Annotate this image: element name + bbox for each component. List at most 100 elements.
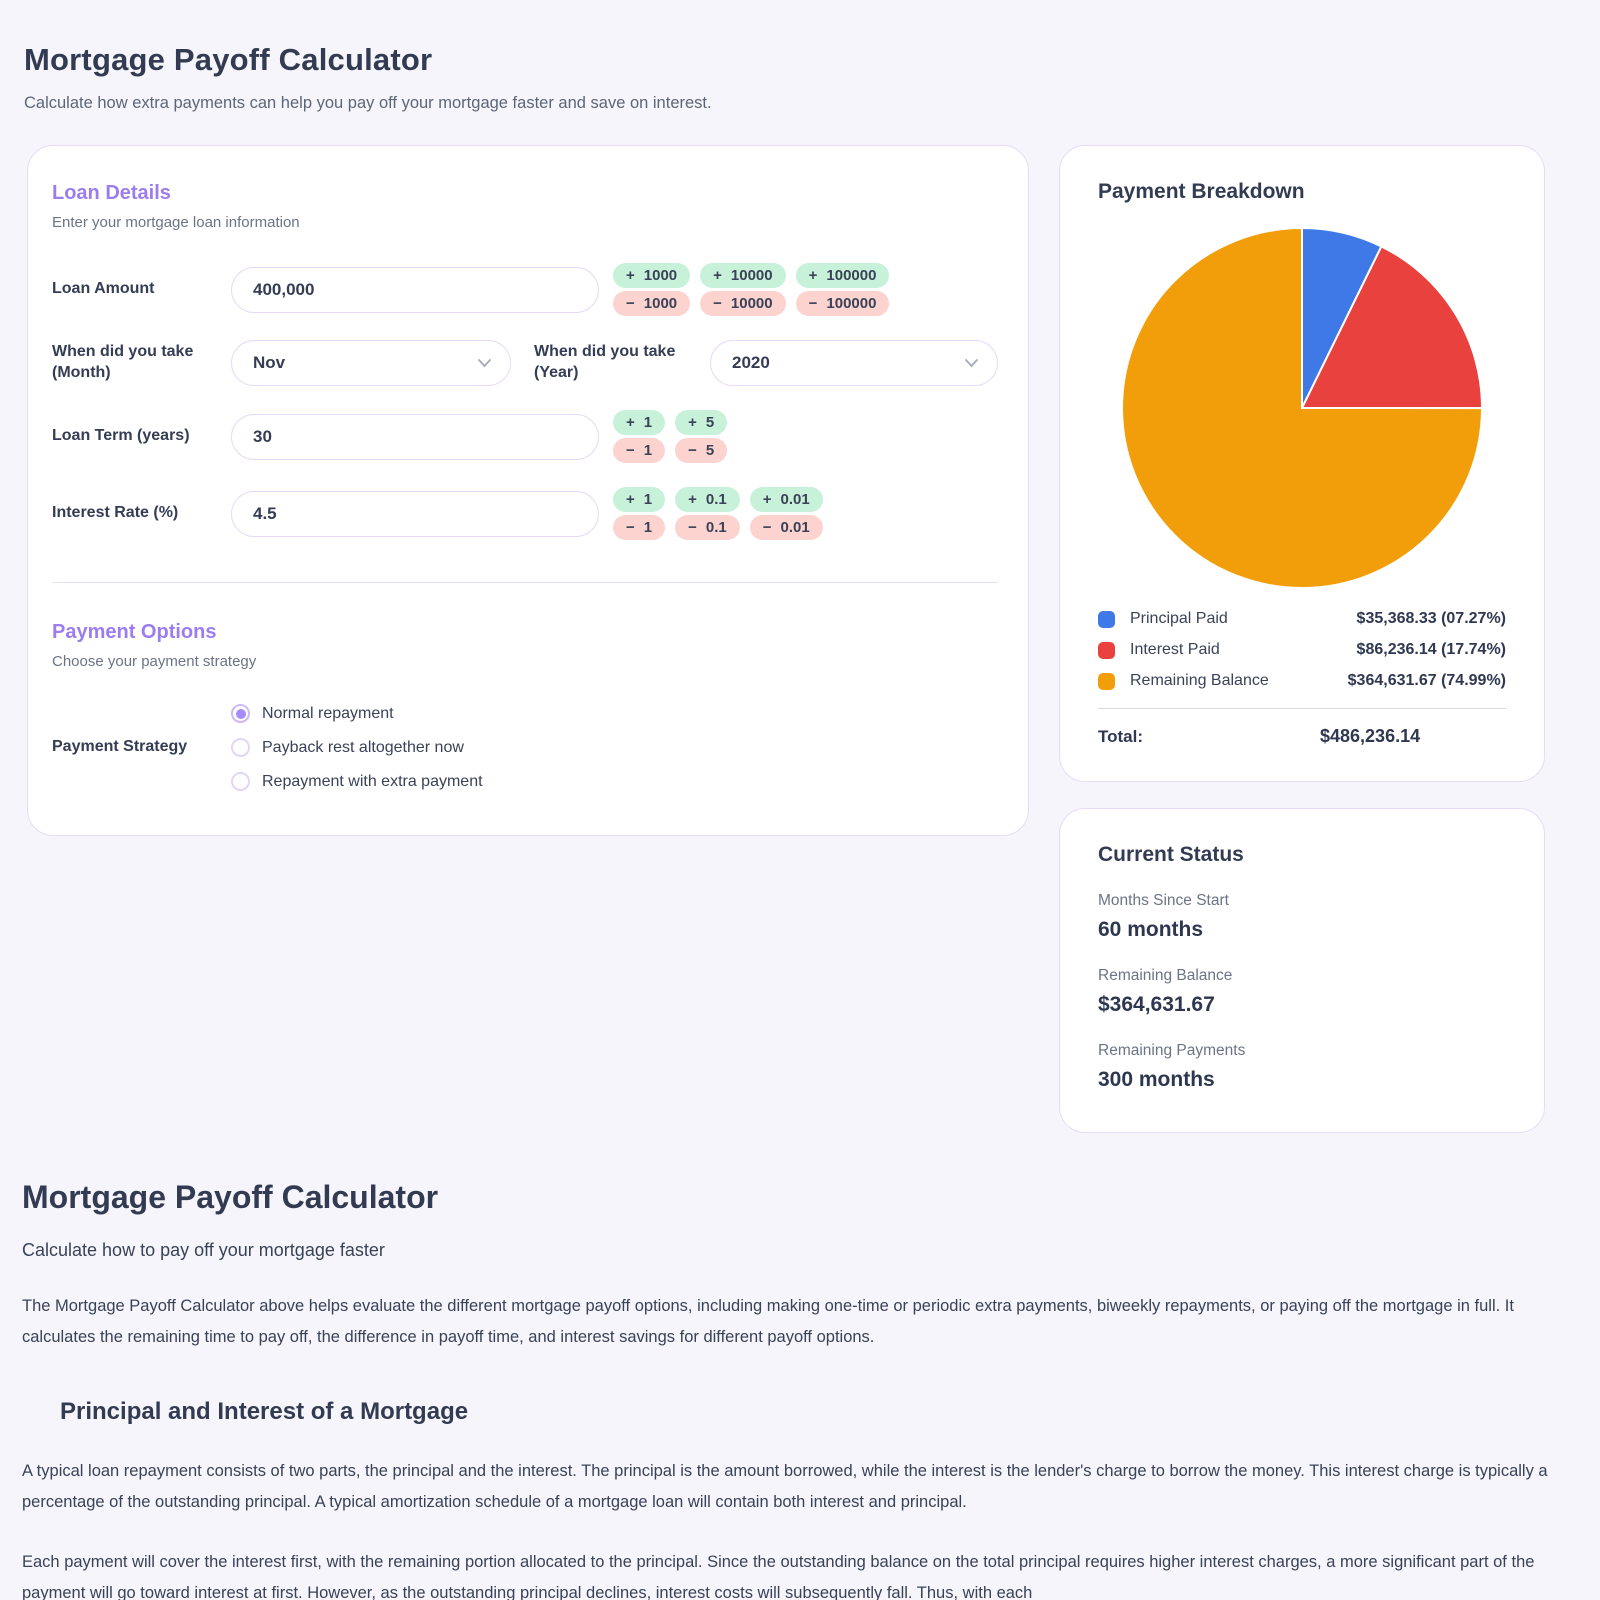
- loan-amount-plus-100000-button[interactable]: + 100000: [795, 263, 890, 288]
- pie-slice-interest-paid: [1300, 245, 1484, 410]
- article-paragraph-3: Each payment will cover the interest fir…: [22, 1553, 1535, 1600]
- payment-strategy-label: Payment Strategy: [52, 738, 188, 756]
- minus-icon: −: [626, 519, 635, 536]
- month-select-value: Nov: [253, 353, 286, 372]
- loan-details-subheading: Enter your mortgage loan information: [52, 214, 300, 231]
- minus-icon: −: [713, 295, 722, 312]
- current-status-title: Current Status: [1098, 843, 1244, 866]
- loan-term-row: Loan Term (years) + 1 − 1 + 5: [52, 410, 998, 463]
- interest-rate-minus-0.01-button[interactable]: − 0.01: [749, 515, 823, 540]
- legend-row-remaining-balance: Remaining Balance $364,631.67 (74.99%): [1098, 672, 1506, 690]
- page-subtitle: Calculate how extra payments can help yo…: [24, 94, 712, 112]
- article-section: Mortgage Payoff Calculator Calculate how…: [0, 1133, 1600, 1600]
- interest-rate-steppers: + 1 − 1 + 0.1 − 0.1: [613, 487, 823, 540]
- plus-icon: +: [626, 491, 635, 508]
- loan-amount-minus-1000-button[interactable]: − 1000: [613, 291, 691, 316]
- payment-breakdown-pie-chart: [1121, 226, 1484, 589]
- interest-rate-row: Interest Rate (%) + 1 − 1 + 0.1: [52, 487, 998, 540]
- loan-term-minus-1-button[interactable]: − 1: [613, 438, 666, 463]
- strategy-option-repayment-with-extra-payment[interactable]: Repayment with extra payment: [231, 772, 483, 791]
- interest-paid-swatch: [1098, 641, 1115, 659]
- article-paragraph-2: A typical loan repayment consists of two…: [22, 1462, 1548, 1511]
- remaining-balance-swatch: [1098, 672, 1115, 690]
- interest-rate-plus-1-button[interactable]: + 1: [613, 487, 666, 512]
- interest-rate-label: Interest Rate (%): [52, 504, 179, 522]
- loan-amount-minus-100000-button[interactable]: − 100000: [795, 291, 890, 316]
- radio-button[interactable]: [231, 772, 250, 791]
- article-title: Mortgage Payoff Calculator: [22, 1179, 439, 1215]
- payment-breakdown-card: Payment Breakdown Principal Paid $35,368…: [1059, 145, 1545, 782]
- legend-row-principal-paid: Principal Paid $35,368.33 (07.27%): [1098, 610, 1506, 628]
- plus-icon: +: [626, 267, 635, 284]
- year-select[interactable]: 2020: [710, 340, 998, 386]
- plus-icon: +: [688, 414, 697, 431]
- status-item-remaining-payments: Remaining Payments 300 months: [1098, 1042, 1246, 1091]
- strategy-option-payback-rest-altogether-now[interactable]: Payback rest altogether now: [231, 738, 483, 757]
- minus-icon: −: [688, 442, 697, 459]
- interest-rate-plus-0.1-button[interactable]: + 0.1: [675, 487, 740, 512]
- loan-details-heading: Loan Details: [52, 182, 171, 204]
- minus-icon: −: [626, 442, 635, 459]
- payment-options-subheading: Choose your payment strategy: [52, 653, 257, 670]
- loan-term-plus-5-button[interactable]: + 5: [675, 410, 728, 435]
- loan-term-label: Loan Term (years): [52, 427, 190, 445]
- chevron-down-icon: [478, 359, 491, 368]
- loan-amount-plus-10000-button[interactable]: + 10000: [700, 263, 786, 288]
- pie-chart-container: [1120, 226, 1484, 590]
- interest-rate-minus-0.1-button[interactable]: − 0.1: [675, 515, 740, 540]
- loan-amount-input[interactable]: [231, 266, 599, 313]
- article-subtitle: Calculate how to pay off your mortgage f…: [22, 1240, 385, 1260]
- interest-rate-plus-0.01-button[interactable]: + 0.01: [749, 487, 823, 512]
- total-row: Total: $486,236.14: [1098, 726, 1421, 746]
- plus-icon: +: [762, 491, 772, 508]
- legend-divider: [1098, 708, 1506, 709]
- plus-icon: +: [808, 267, 818, 284]
- loan-amount-row: Loan Amount + 1000 − 1000 + 1000: [52, 263, 998, 316]
- loan-details-card: Loan Details Enter your mortgage loan in…: [27, 145, 1029, 836]
- minus-icon: −: [762, 519, 772, 536]
- payment-options-section: Payment Options Choose your payment stra…: [52, 621, 998, 791]
- radio-button[interactable]: [231, 704, 250, 723]
- interest-rate-minus-1-button[interactable]: − 1: [613, 515, 666, 540]
- payment-strategy-options: Normal repayment Payback rest altogether…: [231, 704, 483, 791]
- page-title: Mortgage Payoff Calculator: [24, 42, 433, 77]
- article-paragraph-1: The Mortgage Payoff Calculator above hel…: [22, 1297, 1514, 1346]
- loan-term-steppers: + 1 − 1 + 5 − 5: [613, 410, 728, 463]
- minus-icon: −: [688, 519, 697, 536]
- loan-amount-steppers: + 1000 − 1000 + 10000 − 10000: [613, 263, 890, 316]
- legend-row-interest-paid: Interest Paid $86,236.14 (17.74%): [1098, 641, 1506, 659]
- interest-rate-input[interactable]: [231, 490, 599, 537]
- section-divider: [52, 582, 998, 583]
- strategy-option-normal-repayment[interactable]: Normal repayment: [231, 704, 483, 723]
- loan-term-input[interactable]: [231, 413, 599, 460]
- page-header: Mortgage Payoff Calculator Calculate how…: [0, 0, 1600, 113]
- plus-icon: +: [626, 414, 635, 431]
- plus-icon: +: [713, 267, 722, 284]
- loan-amount-plus-1000-button[interactable]: + 1000: [613, 263, 691, 288]
- pie-slice-remaining-balance: [1121, 226, 1484, 589]
- radio-button[interactable]: [231, 738, 250, 757]
- principal-paid-swatch: [1098, 610, 1115, 628]
- chevron-down-icon: [965, 359, 978, 368]
- loan-term-minus-5-button[interactable]: − 5: [675, 438, 728, 463]
- loan-start-row: When did you take (Month) Nov When did y…: [52, 340, 998, 386]
- loan-amount-minus-10000-button[interactable]: − 10000: [700, 291, 786, 316]
- payment-strategy-row: Payment Strategy Normal repayment Paybac…: [52, 704, 998, 791]
- pie-legend: Principal Paid $35,368.33 (07.27%) Inter…: [1098, 610, 1506, 747]
- loan-amount-label: Loan Amount: [52, 280, 155, 298]
- loan-term-plus-1-button[interactable]: + 1: [613, 410, 666, 435]
- payment-breakdown-title: Payment Breakdown: [1098, 180, 1305, 203]
- plus-icon: +: [688, 491, 697, 508]
- status-item-remaining-balance: Remaining Balance $364,631.67: [1098, 967, 1233, 1016]
- start-month-label: When did you take (Month): [52, 343, 194, 381]
- minus-icon: −: [626, 295, 635, 312]
- start-year-label: When did you take (Year): [534, 343, 676, 381]
- current-status-card: Current Status Months Since Start 60 mon…: [1059, 808, 1545, 1133]
- payment-options-heading: Payment Options: [52, 621, 217, 643]
- month-select[interactable]: Nov: [231, 340, 511, 386]
- article-section-heading: Principal and Interest of a Mortgage: [60, 1398, 469, 1426]
- right-column: Payment Breakdown Principal Paid $35,368…: [1059, 145, 1545, 1133]
- minus-icon: −: [808, 295, 818, 312]
- status-item-months-since-start: Months Since Start 60 months: [1098, 892, 1229, 941]
- main-grid: Loan Details Enter your mortgage loan in…: [27, 145, 1545, 1133]
